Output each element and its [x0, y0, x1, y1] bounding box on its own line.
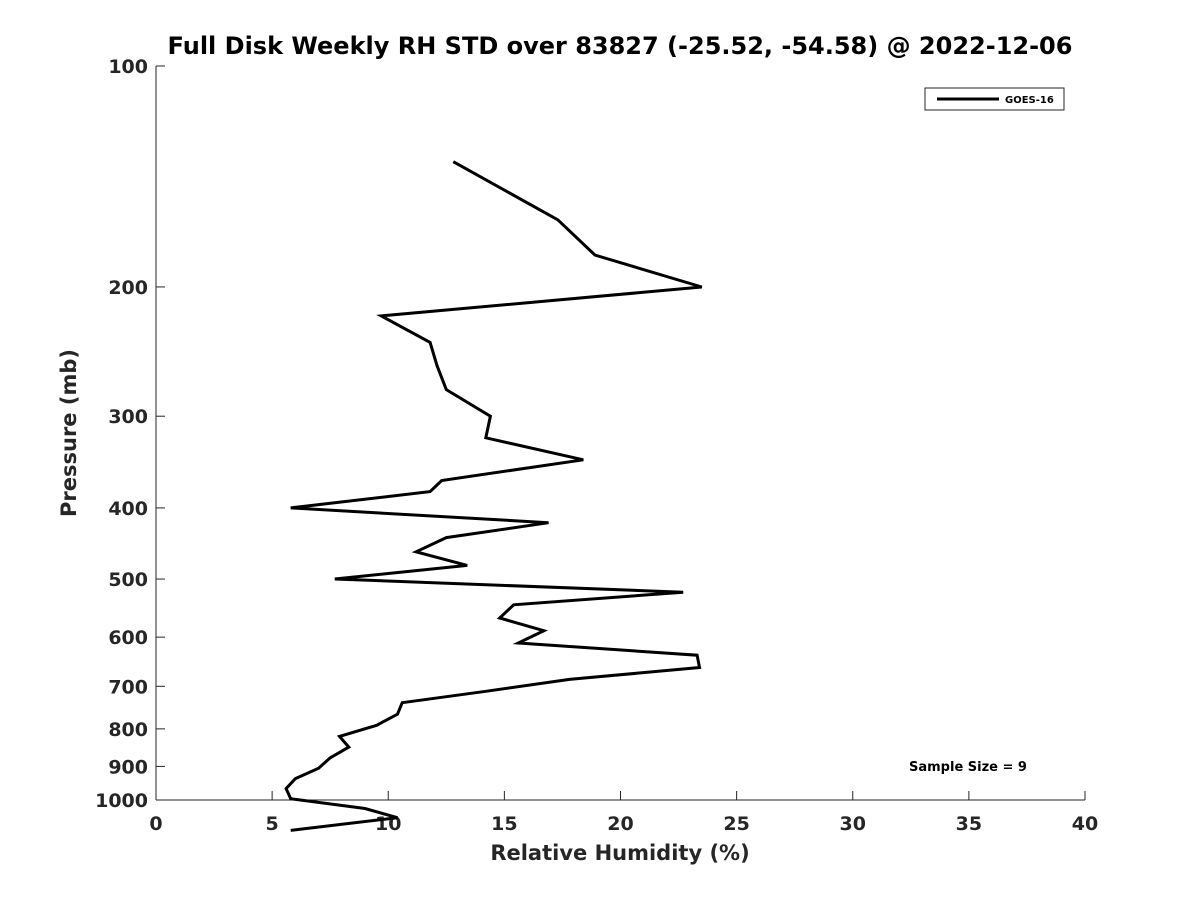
x-tick-label: 35 — [956, 813, 982, 835]
y-axis-ticks: 100 200 300 400 500 600 700 800 900 1000 — [95, 56, 165, 812]
series-layer — [284, 160, 703, 832]
y-tick-label: 900 — [108, 756, 148, 778]
chart-title: Full Disk Weekly RH STD over 83827 (-25.… — [168, 32, 1073, 60]
x-tick-label: 30 — [840, 813, 866, 835]
x-tick-label: 5 — [266, 813, 279, 835]
x-tick-label: 0 — [149, 813, 162, 835]
y-tick-label: 100 — [108, 56, 148, 78]
x-tick-label: 20 — [607, 813, 633, 835]
y-axis-label: Pressure (mb) — [57, 349, 81, 517]
x-tick-label: 25 — [723, 813, 749, 835]
sample-size-annotation: Sample Size = 9 — [909, 760, 1027, 775]
legend-label-goes-16: GOES-16 — [1005, 95, 1054, 106]
x-axis-label: Relative Humidity (%) — [490, 841, 749, 865]
y-tick-label: 800 — [108, 719, 148, 741]
x-tick-label: 15 — [491, 813, 517, 835]
y-tick-label: 700 — [108, 676, 148, 698]
y-tick-label: 600 — [108, 627, 148, 649]
plot-area: 0 5 10 15 20 25 30 35 40 10020030040050060070080… — [95, 56, 1098, 835]
y-tick-label: 300 — [108, 406, 148, 428]
x-axis-ticks: 0 5 10 15 20 25 30 35 40 — [149, 791, 1098, 835]
y-tick-label: 500 — [108, 569, 148, 591]
y-tick-label: 400 — [108, 498, 148, 520]
series-line-goes-16 — [284, 160, 703, 832]
y-tick-label: 1000 — [95, 790, 148, 812]
x-tick-label: 40 — [1072, 813, 1098, 835]
y-tick-label: 200 — [108, 277, 148, 299]
legend: GOES-16 — [924, 87, 1065, 111]
